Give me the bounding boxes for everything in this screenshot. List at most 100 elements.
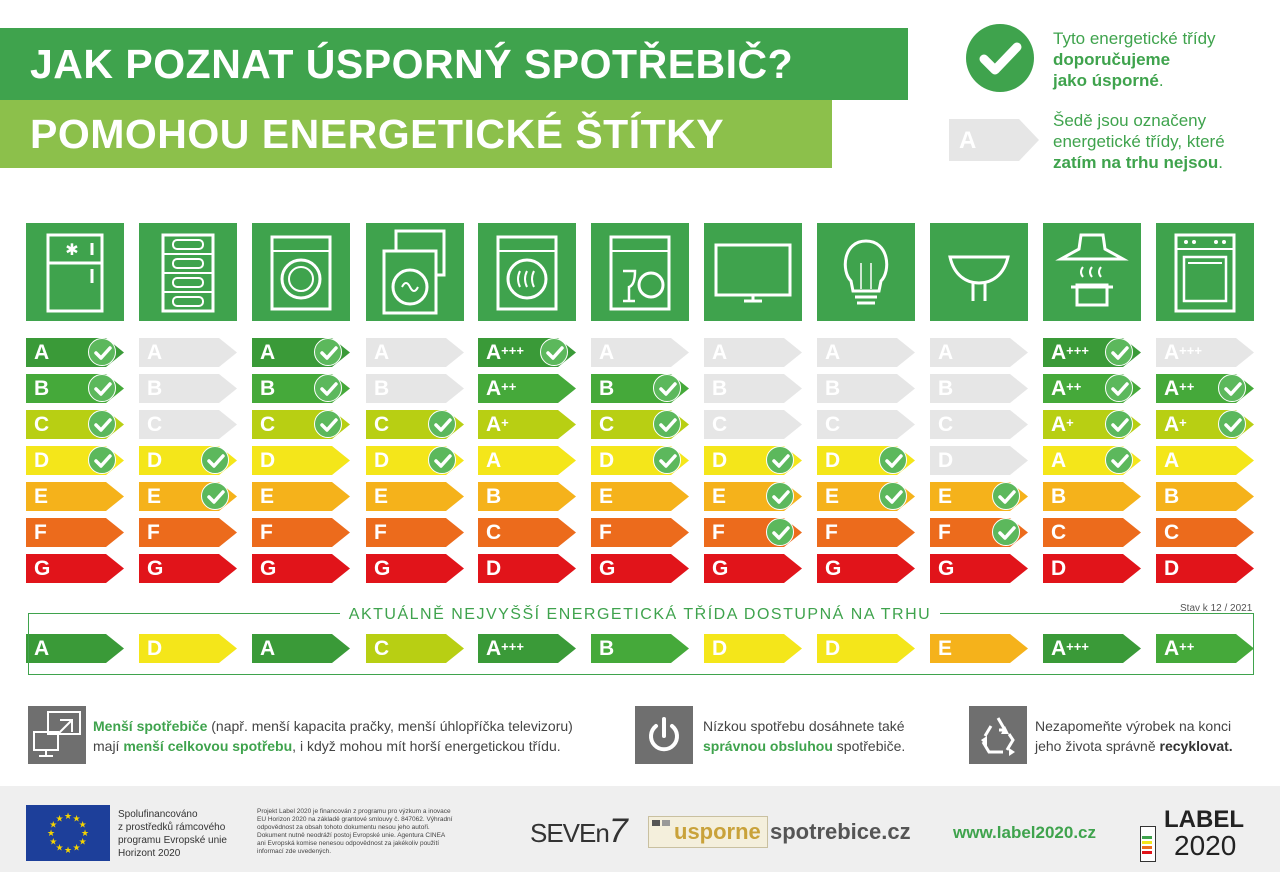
- energy-class-label: A++: [486, 377, 517, 400]
- energy-class-bar: F: [930, 518, 1028, 547]
- energy-class-label: G: [712, 557, 729, 580]
- energy-class-label: B: [147, 377, 163, 400]
- current-best-class: A++: [1156, 634, 1254, 663]
- fridge-icon: ✱: [26, 223, 124, 321]
- energy-class-bar: C: [704, 410, 802, 439]
- energy-class-bar: A: [1156, 446, 1254, 475]
- recommended-check-icon: [88, 374, 116, 402]
- svg-text:✱: ✱: [65, 242, 78, 259]
- eu-star: ★: [49, 837, 57, 847]
- energy-class-bar: D: [930, 446, 1028, 475]
- eu-star: ★: [72, 843, 80, 853]
- energy-class-bar: E: [591, 482, 689, 511]
- energy-class-bar: B: [366, 374, 464, 403]
- energy-class-bar: E: [252, 482, 350, 511]
- title-banner-1: JAK POZNAT ÚSPORNÝ SPOTŘEBIČ?: [0, 28, 908, 100]
- cooker-hood-icon: [1043, 223, 1141, 321]
- energy-class-label: E: [260, 485, 275, 508]
- energy-class-bar: B: [252, 374, 350, 403]
- page-subtitle: POMOHOU ENERGETICKÉ ŠTÍTKY: [30, 111, 725, 157]
- current-best-class: B: [591, 634, 689, 663]
- energy-class-label: B: [34, 377, 50, 400]
- recommended-check-icon: [653, 410, 681, 438]
- energy-class-bar: C: [139, 410, 237, 439]
- energy-class-bar: B: [1156, 482, 1254, 511]
- current-best-class: D: [704, 634, 802, 663]
- energy-class-bar: C: [1043, 518, 1141, 547]
- energy-class-label: F: [34, 521, 47, 544]
- energy-class-label: D: [486, 557, 502, 580]
- energy-class-bar: C: [366, 410, 464, 439]
- energy-class-bar: G: [817, 554, 915, 583]
- energy-class-bar: D: [478, 554, 576, 583]
- energy-class-label: F: [260, 521, 273, 544]
- energy-class-label: D: [938, 449, 954, 472]
- energy-class-label: A: [938, 341, 954, 364]
- light-bulb-icon: [817, 223, 915, 321]
- energy-class-bar: A: [704, 338, 802, 367]
- energy-class-label: B: [260, 377, 276, 400]
- info-recycle: Nezapomeňte výrobek na konci jeho života…: [1035, 718, 1233, 754]
- energy-class-label: A: [712, 341, 728, 364]
- energy-class-bar: A: [252, 338, 350, 367]
- energy-class-label: G: [374, 557, 391, 580]
- energy-class-bar: A: [366, 338, 464, 367]
- energy-class-label: D: [374, 449, 390, 472]
- energy-class-label: E: [34, 485, 49, 508]
- current-class-plus: +++: [1066, 639, 1089, 654]
- current-best-class: A+++: [1043, 634, 1141, 663]
- energy-class-label: C: [147, 413, 163, 436]
- current-class-label: C: [374, 637, 390, 660]
- energy-class-bar: C: [1156, 518, 1254, 547]
- energy-class-label: F: [712, 521, 725, 544]
- energy-class-bar: A: [478, 446, 576, 475]
- energy-class-label: F: [147, 521, 160, 544]
- energy-class-bar: B: [139, 374, 237, 403]
- energy-class-label: D: [1051, 557, 1067, 580]
- energy-class-plus: +: [1179, 415, 1187, 430]
- energy-class-bar: A: [591, 338, 689, 367]
- oven-icon: [1156, 223, 1254, 321]
- energy-class-label: A+++: [1051, 341, 1089, 364]
- energy-class-bar: G: [139, 554, 237, 583]
- energy-class-label: D: [34, 449, 50, 472]
- energy-class-label: A+: [1051, 413, 1074, 436]
- energy-class-label: A+++: [1164, 341, 1202, 364]
- recommended-check-icon: [766, 518, 794, 546]
- energy-class-label: G: [825, 557, 842, 580]
- recommended-check-icon: [428, 410, 456, 438]
- energy-class-label: C: [712, 413, 728, 436]
- energy-class-label: A+++: [486, 341, 524, 364]
- recommended-check-icon: [992, 518, 1020, 546]
- energy-class-label: F: [374, 521, 387, 544]
- grey-class-sample: A: [949, 119, 1039, 161]
- current-best-class: E: [930, 634, 1028, 663]
- energy-class-label: C: [938, 413, 954, 436]
- washer-dryer-icon: [366, 223, 464, 321]
- current-class-plus: +++: [501, 639, 524, 654]
- energy-class-bar: B: [817, 374, 915, 403]
- page-title: JAK POZNAT ÚSPORNÝ SPOTŘEBIČ?: [30, 41, 794, 87]
- energy-class-label: E: [599, 485, 614, 508]
- energy-class-label: C: [260, 413, 276, 436]
- info-power: Nízkou spotřebu dosáhnete také správnou …: [703, 718, 906, 754]
- current-class-label: A: [34, 637, 50, 660]
- energy-class-label: B: [938, 377, 954, 400]
- energy-class-bar: C: [817, 410, 915, 439]
- energy-class-bar: G: [366, 554, 464, 583]
- energy-class-bar: E: [930, 482, 1028, 511]
- energy-class-bar: F: [366, 518, 464, 547]
- energy-class-label: A: [1051, 449, 1067, 472]
- energy-class-bar: G: [704, 554, 802, 583]
- energy-class-bar: D: [366, 446, 464, 475]
- label2020-url[interactable]: www.label2020.cz: [953, 823, 1096, 842]
- energy-class-bar: A: [1043, 446, 1141, 475]
- eu-star: ★: [81, 828, 89, 838]
- energy-class-bar: C: [478, 518, 576, 547]
- energy-class-bar: F: [139, 518, 237, 547]
- energy-class-bar: D: [1156, 554, 1254, 583]
